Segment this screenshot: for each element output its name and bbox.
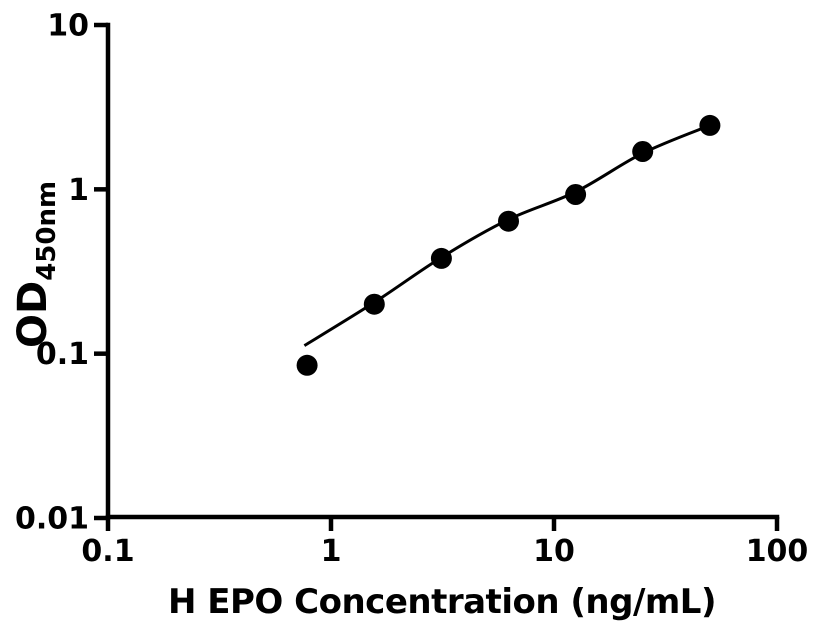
y-tick-label: 10 — [47, 9, 89, 44]
x-axis-title: H EPO Concentration (ng/mL) — [168, 582, 716, 622]
y-axis-title: OD450nm — [10, 181, 62, 348]
y-axis-title-main: OD — [10, 281, 56, 348]
data-points — [296, 114, 721, 376]
data-point — [699, 114, 721, 136]
data-point — [430, 247, 452, 269]
y-tick-label: 0.01 — [15, 502, 89, 537]
data-point — [632, 141, 654, 162]
x-tick-label: 1 — [321, 534, 342, 569]
x-tick-label: 10 — [533, 534, 575, 569]
data-point — [565, 184, 587, 205]
y-tick-label: 1 — [68, 173, 89, 208]
x-tick-label: 0.1 — [81, 534, 134, 569]
y-tick-label: 0.1 — [36, 337, 89, 372]
data-point — [296, 354, 318, 376]
x-tick-label: 100 — [746, 534, 809, 569]
axes — [105, 22, 780, 520]
data-point — [363, 293, 385, 315]
y-axis-title-subscript: 450nm — [32, 181, 62, 281]
axis-ticks — [94, 22, 780, 531]
data-point — [498, 210, 519, 232]
